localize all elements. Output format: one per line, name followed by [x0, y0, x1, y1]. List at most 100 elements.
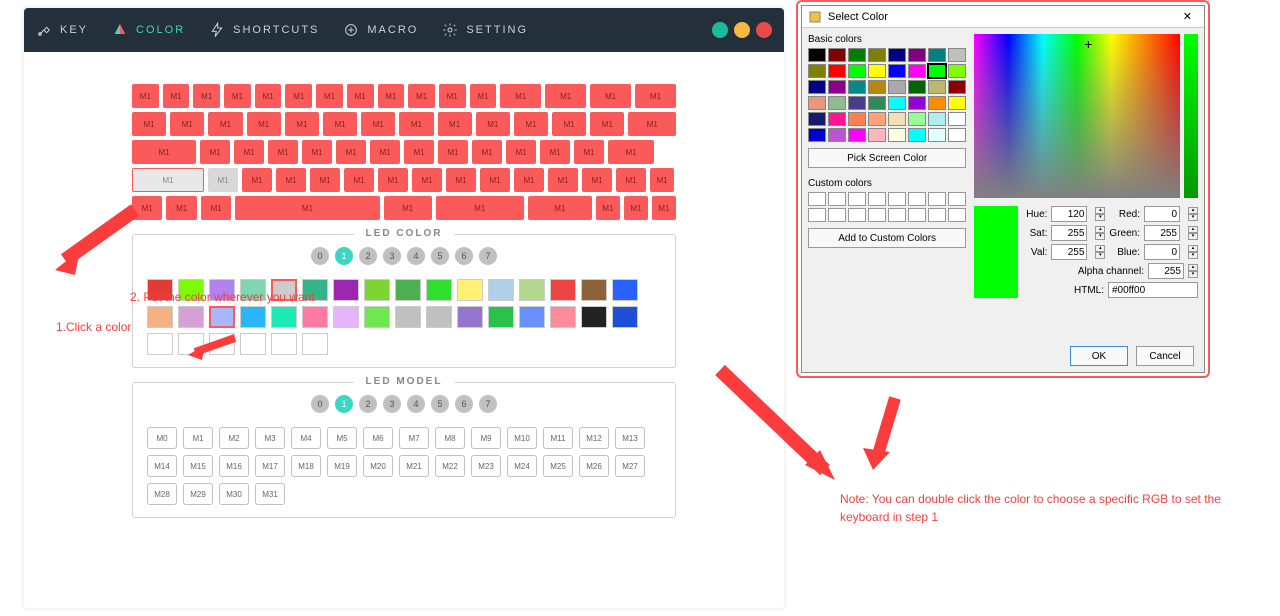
basic-color-cell[interactable]	[928, 64, 946, 78]
model-button-M28[interactable]: M28	[147, 483, 177, 505]
color-swatch[interactable]	[457, 279, 483, 301]
model-button-M17[interactable]: M17	[255, 455, 285, 477]
model-button-M24[interactable]: M24	[507, 455, 537, 477]
keyboard-key[interactable]: M1	[476, 112, 510, 136]
basic-color-cell[interactable]	[928, 48, 946, 62]
basic-color-cell[interactable]	[928, 128, 946, 142]
led-color-tab-2[interactable]: 2	[359, 247, 377, 265]
color-swatch[interactable]	[581, 279, 607, 301]
keyboard-key[interactable]: M1	[628, 112, 676, 136]
basic-color-cell[interactable]	[948, 48, 966, 62]
add-custom-colors-button[interactable]: Add to Custom Colors	[808, 228, 966, 248]
basic-color-cell[interactable]	[948, 64, 966, 78]
keyboard-key[interactable]: M1	[344, 168, 374, 192]
model-button-M13[interactable]: M13	[615, 427, 645, 449]
basic-color-cell[interactable]	[948, 112, 966, 126]
basic-color-cell[interactable]	[868, 80, 886, 94]
keyboard-key[interactable]: M1	[500, 84, 541, 108]
model-button-M2[interactable]: M2	[219, 427, 249, 449]
keyboard-key[interactable]: M1	[132, 140, 196, 164]
basic-color-cell[interactable]	[828, 128, 846, 142]
basic-color-cell[interactable]	[808, 128, 826, 142]
keyboard-key[interactable]: M1	[552, 112, 586, 136]
keyboard-key[interactable]: M1	[310, 168, 340, 192]
basic-color-cell[interactable]	[868, 112, 886, 126]
color-swatch[interactable]	[426, 279, 452, 301]
basic-color-cell[interactable]	[908, 112, 926, 126]
model-button-M7[interactable]: M7	[399, 427, 429, 449]
model-button-M18[interactable]: M18	[291, 455, 321, 477]
close-button[interactable]	[756, 22, 772, 38]
model-button-M26[interactable]: M26	[579, 455, 609, 477]
color-swatch[interactable]	[550, 279, 576, 301]
basic-color-cell[interactable]	[828, 80, 846, 94]
keyboard-key[interactable]: M1	[436, 196, 524, 220]
keyboard-key[interactable]: M1	[132, 112, 166, 136]
basic-color-cell[interactable]	[848, 128, 866, 142]
model-button-M29[interactable]: M29	[183, 483, 213, 505]
basic-color-cell[interactable]	[948, 80, 966, 94]
model-button-M16[interactable]: M16	[219, 455, 249, 477]
keyboard-key[interactable]: M1	[384, 196, 432, 220]
keyboard-key[interactable]: M1	[170, 112, 204, 136]
nav-key[interactable]: KEY	[36, 22, 88, 38]
led-color-tab-4[interactable]: 4	[407, 247, 425, 265]
keyboard-key[interactable]: M1	[268, 140, 298, 164]
keyboard-key[interactable]: M1	[316, 84, 343, 108]
basic-color-cell[interactable]	[808, 96, 826, 110]
keyboard-key[interactable]: M1	[166, 196, 196, 220]
basic-color-cell[interactable]	[908, 80, 926, 94]
hue-input[interactable]	[1051, 206, 1087, 222]
model-button-M3[interactable]: M3	[255, 427, 285, 449]
color-swatch[interactable]	[612, 279, 638, 301]
model-button-M4[interactable]: M4	[291, 427, 321, 449]
model-button-M23[interactable]: M23	[471, 455, 501, 477]
hue-slider[interactable]	[1184, 34, 1198, 198]
color-swatch[interactable]	[302, 333, 328, 355]
custom-color-cell[interactable]	[888, 192, 906, 206]
html-input[interactable]	[1108, 282, 1198, 298]
custom-color-cell[interactable]	[928, 208, 946, 222]
model-button-M0[interactable]: M0	[147, 427, 177, 449]
basic-color-cell[interactable]	[808, 64, 826, 78]
led-model-tab-3[interactable]: 3	[383, 395, 401, 413]
basic-color-cell[interactable]	[948, 96, 966, 110]
led-model-tab-5[interactable]: 5	[431, 395, 449, 413]
custom-color-cell[interactable]	[908, 192, 926, 206]
basic-color-cell[interactable]	[908, 48, 926, 62]
led-color-tab-5[interactable]: 5	[431, 247, 449, 265]
model-button-M11[interactable]: M11	[543, 427, 573, 449]
model-button-M30[interactable]: M30	[219, 483, 249, 505]
color-swatch[interactable]	[271, 306, 297, 328]
keyboard-key[interactable]: M1	[235, 196, 379, 220]
model-button-M19[interactable]: M19	[327, 455, 357, 477]
keyboard-key[interactable]: M1	[224, 84, 251, 108]
nav-macro[interactable]: MACRO	[343, 22, 418, 38]
color-swatch[interactable]	[209, 306, 235, 328]
keyboard-key[interactable]: M1	[545, 84, 586, 108]
pick-screen-color-button[interactable]: Pick Screen Color	[808, 148, 966, 168]
custom-color-cell[interactable]	[868, 208, 886, 222]
keyboard-key[interactable]: M1	[548, 168, 578, 192]
basic-color-cell[interactable]	[908, 64, 926, 78]
color-swatch[interactable]	[488, 306, 514, 328]
color-swatch[interactable]	[240, 333, 266, 355]
basic-color-cell[interactable]	[848, 112, 866, 126]
color-swatch[interactable]	[550, 306, 576, 328]
red-input[interactable]	[1144, 206, 1180, 222]
custom-color-cell[interactable]	[948, 192, 966, 206]
keyboard-key[interactable]: M1	[208, 112, 242, 136]
basic-color-cell[interactable]	[908, 96, 926, 110]
custom-color-cell[interactable]	[848, 208, 866, 222]
color-swatch[interactable]	[364, 306, 390, 328]
color-gradient-picker[interactable]: +	[974, 34, 1180, 198]
keyboard-key[interactable]: M1	[234, 140, 264, 164]
basic-color-cell[interactable]	[928, 80, 946, 94]
basic-color-cell[interactable]	[848, 64, 866, 78]
basic-color-cell[interactable]	[888, 96, 906, 110]
custom-color-cell[interactable]	[928, 192, 946, 206]
keyboard-key[interactable]: M1	[439, 84, 466, 108]
led-model-tab-1[interactable]: 1	[335, 395, 353, 413]
basic-color-cell[interactable]	[908, 128, 926, 142]
led-model-tab-2[interactable]: 2	[359, 395, 377, 413]
